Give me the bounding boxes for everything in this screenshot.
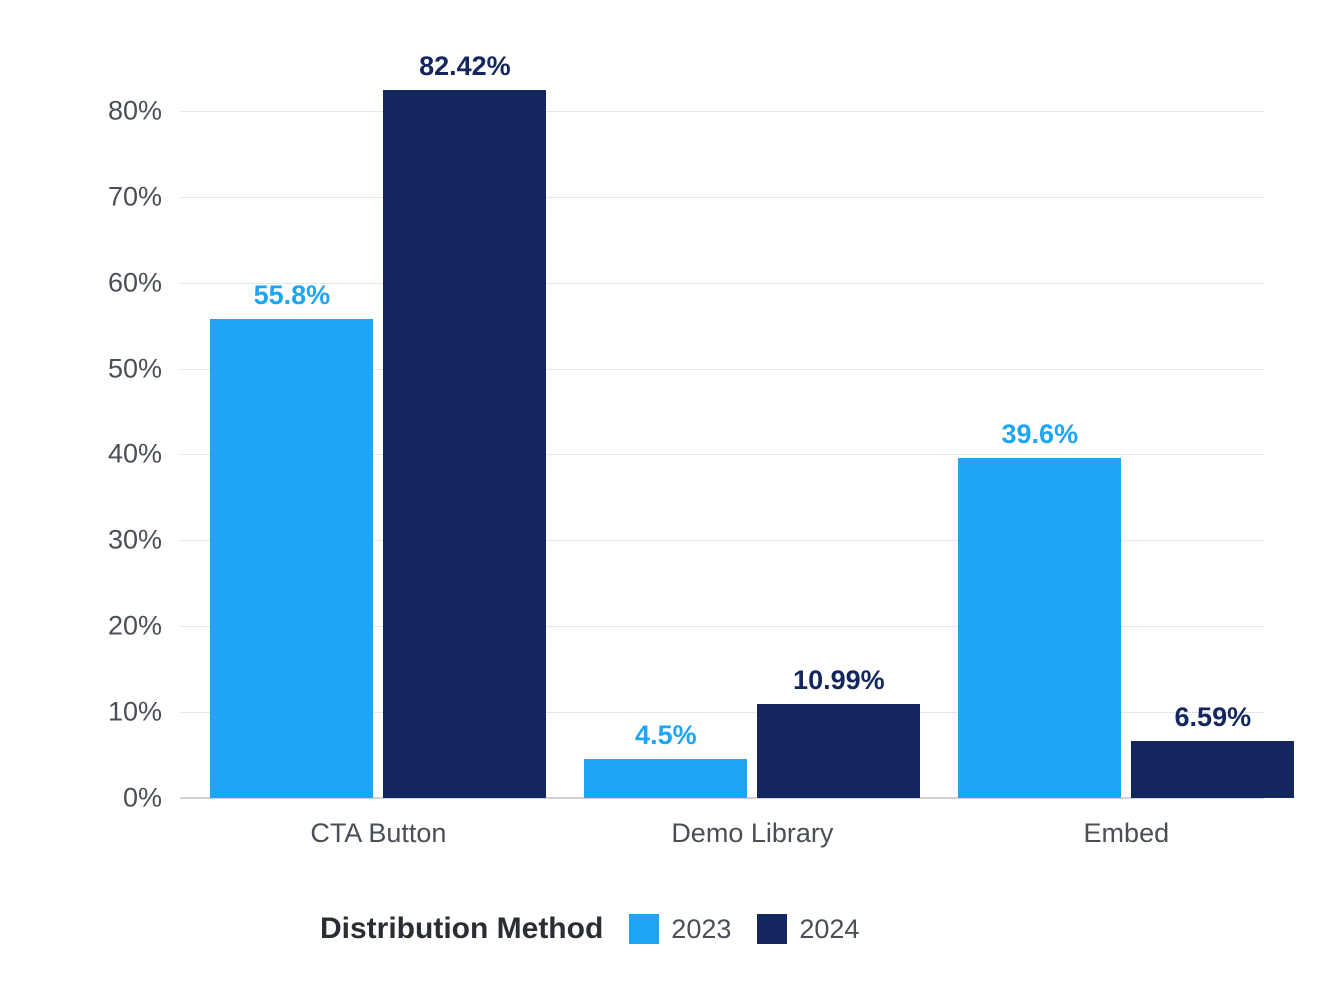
y-tick-label: 60% [108,267,180,298]
bar-value-label: 55.8% [254,280,331,319]
legend-item-label: 2024 [799,914,859,945]
legend-swatch [629,914,659,944]
x-tick-label: Embed [1084,798,1170,849]
bar-value-label: 82.42% [419,51,511,90]
legend-item-label: 2023 [671,914,731,945]
legend-title: Distribution Method [320,912,603,946]
y-tick-label: 80% [108,95,180,126]
legend-item-s2023: 2023 [629,914,731,945]
bar-group: 55.8%82.42% [210,68,546,798]
bar-s2024: 82.42% [383,90,546,798]
y-tick-label: 40% [108,439,180,470]
legend-swatch [757,914,787,944]
bar-s2023: 55.8% [210,319,373,798]
bar-value-label: 6.59% [1175,702,1252,741]
y-tick-label: 10% [108,697,180,728]
bar-group: 4.5% 10.99% [584,68,920,798]
bar-group: 39.6%6.59% [958,68,1294,798]
y-tick-label: 70% [108,181,180,212]
bar-s2024: 10.99% [757,704,920,798]
bar-value-label: 10.99% [793,665,885,704]
distribution-method-chart: 0%10%20%30%40%50%60%70%80%55.8%82.42%CTA… [0,0,1320,1000]
plot-area: 0%10%20%30%40%50%60%70%80%55.8%82.42%CTA… [180,68,1264,798]
legend: Distribution Method 2023 2024 [320,912,859,946]
y-tick-label: 20% [108,611,180,642]
bar-value-label: 4.5% [635,720,697,759]
bar-value-label: 39.6% [1002,419,1079,458]
legend-item-s2024: 2024 [757,914,859,945]
bar-s2023: 39.6% [958,458,1121,798]
y-tick-label: 50% [108,353,180,384]
x-tick-label: CTA Button [310,798,446,849]
bar-s2024: 6.59% [1131,741,1294,798]
y-tick-label: 30% [108,525,180,556]
bar-s2023: 4.5% [584,759,747,798]
y-tick-label: 0% [123,783,180,814]
x-tick-label: Demo Library [671,798,833,849]
